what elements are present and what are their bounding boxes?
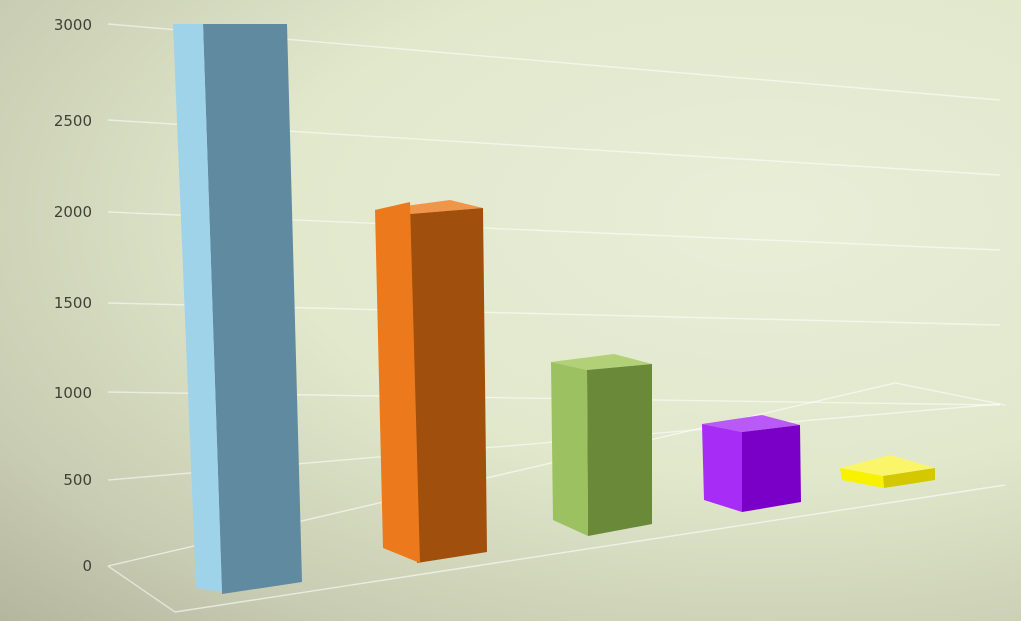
bar-side-face xyxy=(742,425,801,512)
floor-back-edge xyxy=(107,382,1006,567)
y-tick-label: 2500 xyxy=(54,112,92,130)
bar-5 xyxy=(840,455,935,488)
bar-front-face xyxy=(551,362,588,536)
y-axis-ticks: 0 500 1000 1500 2000 2500 3000 xyxy=(54,16,92,575)
bar-top-face xyxy=(840,455,935,476)
bar-2 xyxy=(375,200,487,563)
bar-front-face xyxy=(702,424,742,512)
bar-side-face xyxy=(883,468,935,488)
y-tick-label: 3000 xyxy=(54,16,92,34)
y-tick-label: 0 xyxy=(82,557,92,575)
bar-front-face xyxy=(375,202,420,563)
bar-side-face xyxy=(587,364,652,536)
y-tick-label: 2000 xyxy=(54,203,92,221)
bar-4 xyxy=(702,415,801,512)
bar-side-face xyxy=(410,208,487,563)
gridline-0 xyxy=(107,565,176,613)
floor-front-edge xyxy=(174,484,1006,613)
bar-top-face xyxy=(702,415,800,432)
y-tick-label: 500 xyxy=(63,471,92,489)
y-tick-label: 1500 xyxy=(54,294,92,312)
bar-side-face xyxy=(203,24,302,594)
bar-front-face xyxy=(173,24,222,592)
bar-front-face xyxy=(840,468,884,488)
bar-1 xyxy=(173,24,302,594)
bars xyxy=(173,24,935,594)
bar-top-face xyxy=(551,354,652,370)
y-tick-label: 1000 xyxy=(54,384,92,402)
bar-3 xyxy=(551,354,652,536)
